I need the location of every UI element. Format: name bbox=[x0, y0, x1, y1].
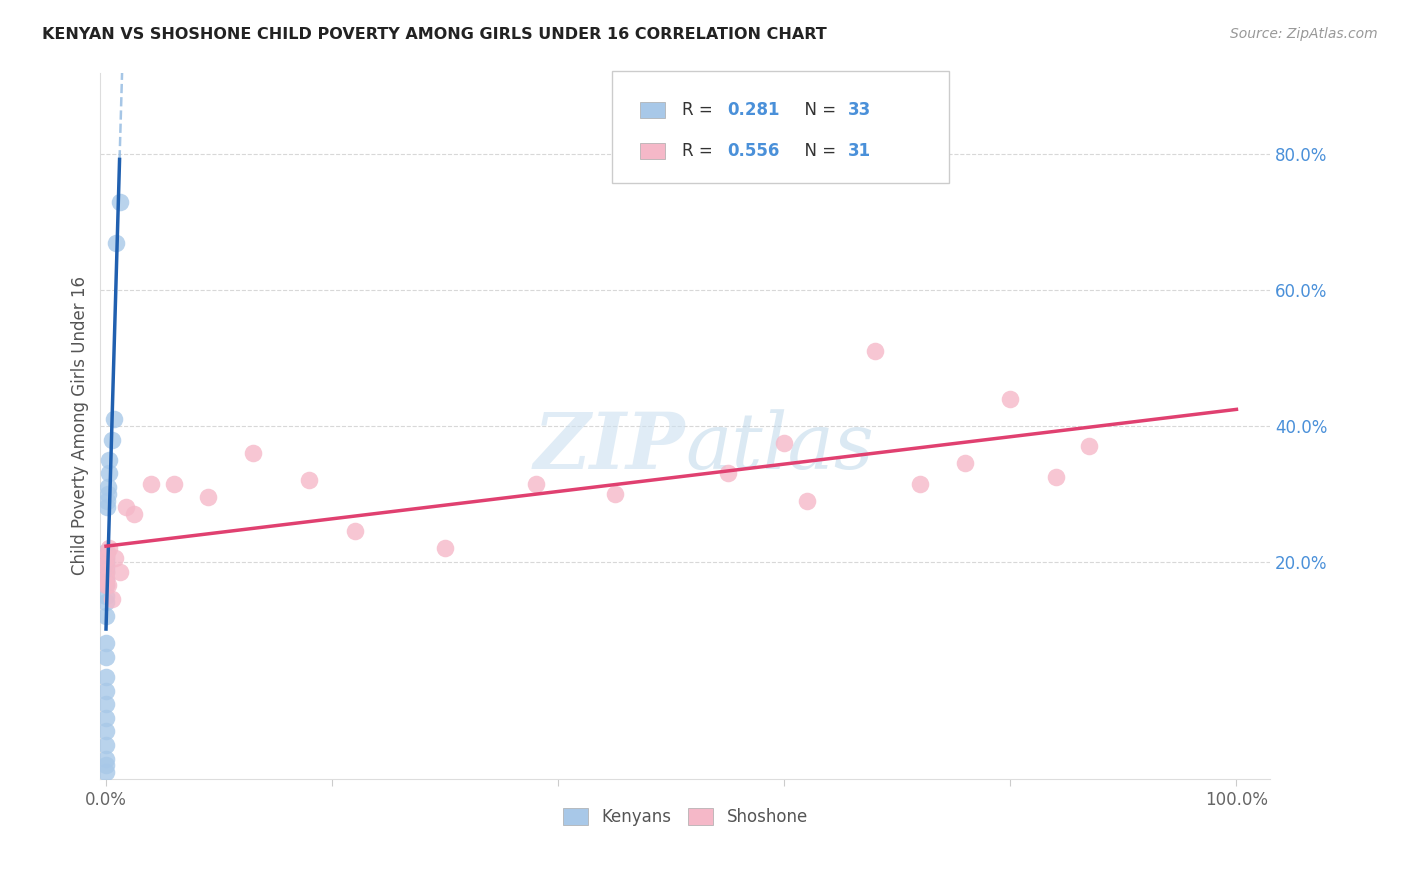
Text: ZIP: ZIP bbox=[534, 409, 685, 485]
Point bbox=[863, 344, 886, 359]
Text: 0.281: 0.281 bbox=[727, 101, 779, 119]
Point bbox=[94, 724, 117, 739]
Text: N =: N = bbox=[794, 142, 842, 160]
Point bbox=[94, 738, 117, 752]
Point bbox=[100, 433, 122, 447]
Point bbox=[94, 698, 117, 712]
Point bbox=[96, 544, 118, 558]
Point bbox=[343, 524, 366, 538]
Point bbox=[94, 558, 117, 573]
Point bbox=[108, 194, 131, 209]
Point bbox=[603, 487, 626, 501]
Text: 33: 33 bbox=[848, 101, 872, 119]
Point bbox=[94, 578, 117, 592]
Point bbox=[97, 578, 120, 592]
Point bbox=[94, 551, 117, 566]
Point bbox=[108, 565, 131, 579]
Point bbox=[94, 565, 117, 579]
Point bbox=[94, 683, 117, 698]
Point bbox=[94, 595, 117, 609]
Point bbox=[298, 473, 321, 487]
Point bbox=[1000, 392, 1022, 406]
Point bbox=[94, 765, 117, 780]
Point bbox=[94, 636, 117, 650]
Point bbox=[141, 476, 163, 491]
Point bbox=[98, 541, 121, 555]
Point bbox=[105, 235, 128, 250]
Point bbox=[115, 500, 138, 515]
Point bbox=[94, 578, 117, 592]
Point bbox=[434, 541, 457, 555]
Point bbox=[98, 467, 121, 481]
Point bbox=[94, 670, 117, 684]
Text: N =: N = bbox=[794, 101, 842, 119]
Point bbox=[1078, 439, 1101, 453]
Y-axis label: Child Poverty Among Girls Under 16: Child Poverty Among Girls Under 16 bbox=[72, 277, 89, 575]
Text: R =: R = bbox=[682, 101, 718, 119]
Point bbox=[94, 711, 117, 725]
Point bbox=[100, 592, 122, 607]
Point bbox=[104, 551, 127, 566]
Point bbox=[94, 565, 117, 579]
Point bbox=[796, 493, 818, 508]
Point bbox=[94, 548, 117, 562]
Point bbox=[197, 490, 219, 504]
Point bbox=[96, 500, 118, 515]
Point bbox=[1045, 470, 1067, 484]
Text: R =: R = bbox=[682, 142, 718, 160]
Point bbox=[94, 544, 117, 558]
Text: 0.556: 0.556 bbox=[727, 142, 779, 160]
Point bbox=[94, 609, 117, 624]
Point bbox=[94, 561, 117, 575]
Point bbox=[94, 572, 117, 586]
Text: Source: ZipAtlas.com: Source: ZipAtlas.com bbox=[1230, 27, 1378, 41]
Point bbox=[94, 649, 117, 664]
Point bbox=[908, 476, 931, 491]
Point bbox=[94, 751, 117, 765]
Point bbox=[94, 551, 117, 566]
Point bbox=[94, 558, 117, 573]
Legend: Kenyans, Shoshone: Kenyans, Shoshone bbox=[555, 799, 815, 834]
Point bbox=[97, 487, 120, 501]
Point bbox=[94, 555, 117, 569]
Text: atlas: atlas bbox=[685, 409, 875, 485]
Point bbox=[773, 436, 796, 450]
Point bbox=[103, 412, 125, 426]
Point bbox=[94, 758, 117, 772]
Point bbox=[163, 476, 186, 491]
Point bbox=[242, 446, 264, 460]
Point bbox=[122, 507, 145, 521]
Point bbox=[953, 456, 976, 470]
Point bbox=[524, 476, 547, 491]
Point bbox=[94, 572, 117, 586]
Point bbox=[98, 453, 121, 467]
Text: KENYAN VS SHOSHONE CHILD POVERTY AMONG GIRLS UNDER 16 CORRELATION CHART: KENYAN VS SHOSHONE CHILD POVERTY AMONG G… bbox=[42, 27, 827, 42]
Point bbox=[96, 493, 118, 508]
Text: 31: 31 bbox=[848, 142, 870, 160]
Point bbox=[94, 589, 117, 603]
Point bbox=[717, 467, 740, 481]
Point bbox=[97, 480, 120, 494]
